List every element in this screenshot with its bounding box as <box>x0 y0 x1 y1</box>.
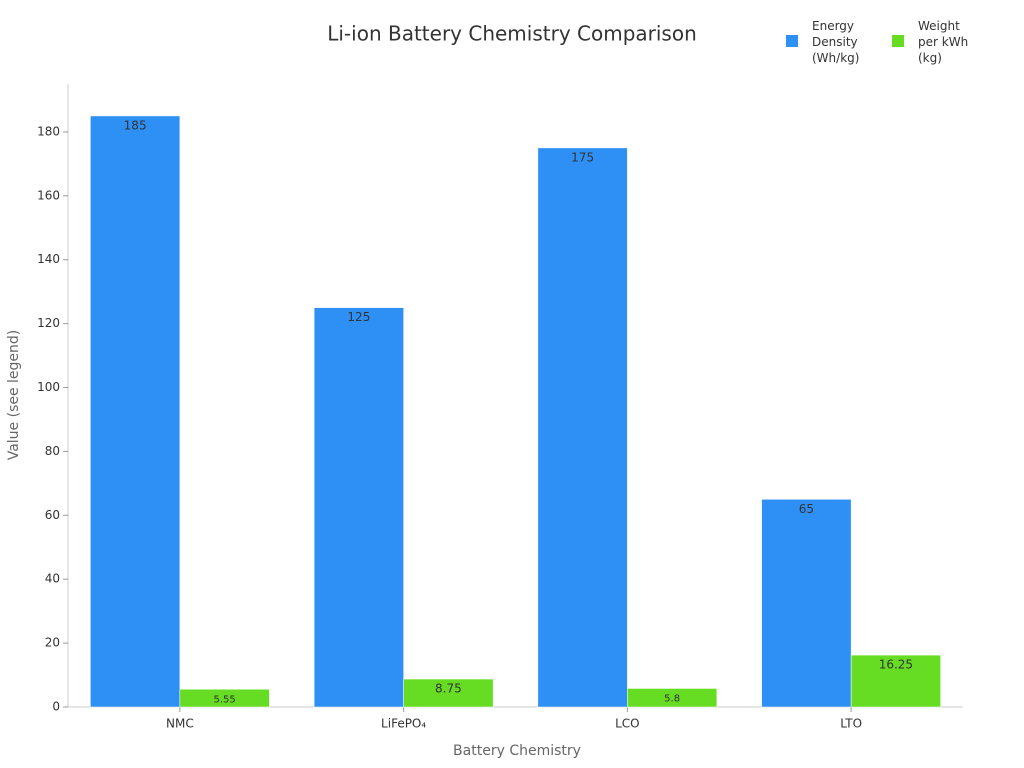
legend-label: Energy Density (Wh/kg) <box>812 19 860 65</box>
bar <box>179 689 270 708</box>
y-tick-label: 60 <box>45 508 60 522</box>
bar <box>761 499 852 708</box>
value-label: 125 <box>347 310 370 324</box>
y-tick-label: 160 <box>37 188 60 202</box>
y-tick-label: 20 <box>45 636 60 650</box>
bar <box>90 115 181 708</box>
y-tick-label: 40 <box>45 572 60 586</box>
y-tick-label: 140 <box>37 252 60 266</box>
bar <box>313 307 404 708</box>
y-tick-label: 100 <box>37 380 60 394</box>
y-tick-label: 80 <box>45 444 60 458</box>
bar <box>403 678 494 708</box>
x-tick-label: NMC <box>166 717 194 731</box>
value-label: 16.25 <box>879 658 913 672</box>
value-label: 8.75 <box>435 682 462 696</box>
bar <box>850 654 941 708</box>
legend-swatch <box>786 35 798 47</box>
legend-label: Weight per kWh (kg) <box>918 19 969 65</box>
legend-item: Weight per kWh (kg) <box>892 18 980 66</box>
x-tick-label: LCO <box>615 717 640 731</box>
y-tick-label: 0 <box>52 700 60 714</box>
value-label: 5.8 <box>664 693 680 704</box>
y-tick-label: 120 <box>37 316 60 330</box>
value-label: 5.55 <box>213 694 235 705</box>
x-tick-label: LTO <box>840 717 862 731</box>
bar <box>537 147 628 708</box>
value-label: 65 <box>799 502 814 516</box>
value-label: 175 <box>571 150 594 164</box>
legend: Energy Density (Wh/kg) Weight per kWh (kg… <box>786 18 980 66</box>
x-axis-label: Battery Chemistry <box>453 743 581 759</box>
value-label: 185 <box>124 118 147 132</box>
y-axis-label: Value (see legend) <box>6 330 22 461</box>
y-tick-label: 180 <box>37 124 60 138</box>
bar <box>627 688 718 708</box>
legend-item: Energy Density (Wh/kg) <box>786 18 874 66</box>
chart-title: Li-ion Battery Chemistry Comparison <box>327 22 697 46</box>
x-tick-label: LiFePO₄ <box>381 717 426 731</box>
legend-swatch <box>892 35 904 47</box>
